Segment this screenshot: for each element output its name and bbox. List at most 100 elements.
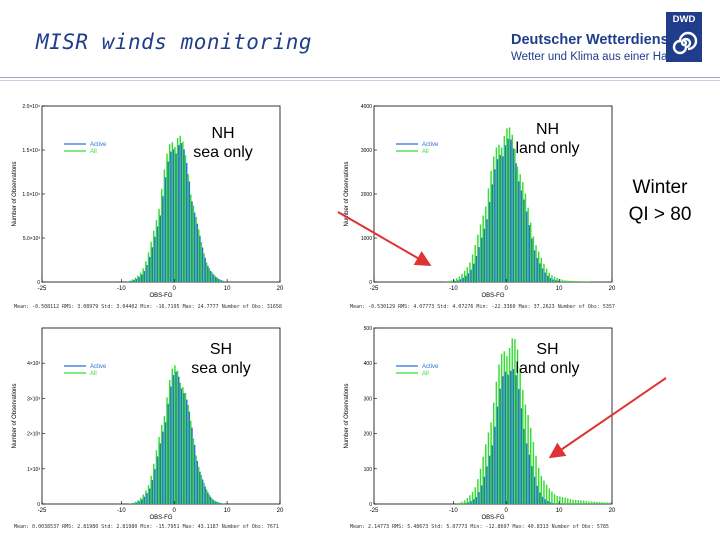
bar-all bbox=[461, 501, 463, 504]
bar-all bbox=[519, 174, 521, 282]
bar-active bbox=[512, 368, 515, 504]
bar-all bbox=[145, 490, 147, 504]
bar-active bbox=[531, 466, 533, 504]
bar-active bbox=[212, 499, 214, 504]
x-tick-label: 0 bbox=[173, 508, 177, 514]
bar-all bbox=[221, 503, 224, 504]
bar-all bbox=[559, 278, 561, 282]
bar-all bbox=[508, 348, 511, 504]
bar-active bbox=[541, 496, 544, 504]
bar-all bbox=[448, 280, 450, 282]
bar-all bbox=[551, 491, 553, 504]
logo-text-primary: Deutscher Wetterdienst bbox=[511, 32, 674, 48]
bar-all bbox=[514, 338, 516, 504]
x-tick-label: -25 bbox=[38, 286, 47, 292]
bar-all bbox=[455, 278, 458, 282]
bar-all bbox=[572, 499, 574, 504]
bar-active bbox=[193, 444, 196, 504]
bar-all bbox=[516, 349, 519, 504]
bar-all bbox=[514, 148, 516, 282]
bar-all bbox=[184, 155, 187, 282]
bar-all bbox=[532, 236, 535, 282]
bar-active bbox=[207, 265, 209, 282]
bar-all bbox=[461, 273, 463, 282]
bar-all bbox=[161, 425, 163, 504]
bar-all bbox=[482, 215, 484, 282]
bar-active bbox=[480, 485, 483, 504]
bar-active bbox=[204, 257, 206, 282]
bar-all bbox=[205, 262, 208, 282]
x-tick-label: -25 bbox=[370, 508, 379, 514]
bar-active bbox=[196, 223, 199, 282]
bar-all bbox=[155, 220, 158, 282]
bar-active bbox=[547, 501, 549, 504]
bar-all bbox=[524, 404, 527, 504]
legend-label-all: All bbox=[90, 149, 97, 155]
bar-all bbox=[216, 277, 218, 282]
legend-label-active: Active bbox=[422, 364, 439, 370]
panel-label-line1: NH bbox=[211, 125, 235, 142]
bar-active bbox=[175, 153, 177, 282]
bar-all bbox=[145, 261, 147, 282]
bar-active bbox=[499, 388, 501, 504]
bar-active bbox=[162, 431, 164, 504]
arrow-sh-land bbox=[548, 377, 667, 459]
histogram-svg: -25 -10 0 10 20 0 1000 2000 3000 4000 OBS-FG Number… bbox=[344, 104, 616, 299]
panel-label-line2: sea only bbox=[193, 144, 253, 161]
bar-active bbox=[154, 236, 156, 282]
bar-all bbox=[469, 262, 471, 282]
bar-active bbox=[193, 212, 196, 282]
logo-badge-text: DWD bbox=[672, 14, 696, 25]
bar-all bbox=[500, 147, 503, 282]
bar-all bbox=[458, 276, 461, 282]
y-tick-label: 1×10³ bbox=[27, 467, 40, 473]
bar-active bbox=[483, 476, 486, 504]
bar-active bbox=[135, 278, 138, 282]
bar-active bbox=[544, 499, 546, 504]
x-tick-label: 20 bbox=[277, 508, 284, 514]
bar-all bbox=[474, 244, 476, 282]
bar-all bbox=[171, 142, 174, 282]
bar-active bbox=[457, 280, 459, 282]
x-tick-label: -10 bbox=[117, 508, 126, 514]
bar-active bbox=[528, 225, 531, 282]
bar-active bbox=[525, 443, 528, 504]
page-title: MISR winds monitoring bbox=[36, 30, 313, 54]
bar-all bbox=[142, 268, 144, 282]
panel-label-sh-land: SH land only bbox=[500, 340, 595, 378]
bar-active bbox=[175, 371, 177, 504]
bar-active bbox=[156, 226, 159, 282]
bar-all bbox=[498, 144, 500, 282]
bar-active bbox=[486, 219, 488, 282]
bar-active bbox=[473, 499, 475, 504]
bar-all bbox=[535, 455, 537, 504]
y-tick-label: 0 bbox=[37, 280, 40, 286]
arrow-nh-land bbox=[337, 211, 432, 267]
bar-active bbox=[170, 151, 172, 282]
y-axis-label: Number of Observations bbox=[344, 383, 350, 448]
bar-active bbox=[225, 281, 228, 282]
bar-active bbox=[127, 281, 130, 282]
logo-text-secondary: Wetter und Klima aus einer Hand bbox=[511, 51, 681, 63]
stats-nh-land: Mean: -0.530129 RMS: 4.07773 Std: 4.0727… bbox=[350, 304, 615, 310]
legend-label-active: Active bbox=[90, 364, 107, 370]
panel-label-line2: sea only bbox=[191, 360, 251, 377]
header-rule bbox=[0, 77, 720, 78]
bar-active bbox=[217, 502, 220, 504]
panel-label-sh-sea: SH sea only bbox=[176, 340, 266, 378]
bar-all bbox=[577, 500, 580, 504]
bar-active bbox=[541, 268, 544, 282]
y-axis-label: Number of Observations bbox=[344, 161, 350, 226]
x-tick-label: 20 bbox=[609, 286, 616, 292]
bar-all bbox=[187, 173, 189, 282]
bar-all bbox=[455, 503, 458, 504]
bar-all bbox=[137, 500, 139, 504]
bar-active bbox=[515, 163, 517, 282]
x-tick-label: -10 bbox=[449, 286, 458, 292]
bar-all bbox=[161, 188, 163, 282]
bar-all bbox=[545, 268, 548, 282]
bar-all bbox=[548, 272, 550, 282]
bar-all bbox=[543, 263, 545, 282]
bar-all bbox=[551, 275, 553, 282]
y-tick-label: 4000 bbox=[361, 104, 372, 110]
